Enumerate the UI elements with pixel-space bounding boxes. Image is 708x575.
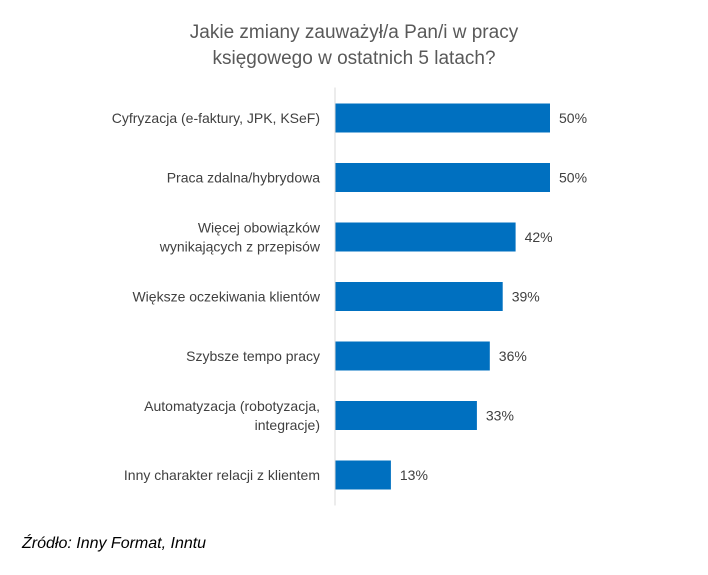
bar bbox=[335, 401, 477, 430]
category-label: Automatyzacja (robotyzacja, integracje) bbox=[144, 398, 320, 433]
bar bbox=[335, 282, 503, 311]
category-label: Więcej obowiązków wynikających z przepisó… bbox=[159, 220, 321, 255]
chart-title: Jakie zmiany zauważył/a Pan/i w pracy ks… bbox=[0, 20, 708, 72]
bar bbox=[335, 341, 490, 371]
bar bbox=[335, 460, 391, 490]
bar bbox=[335, 222, 516, 252]
category-label: Praca zdalna/hybrydowa bbox=[167, 170, 321, 186]
data-label: 42% bbox=[525, 229, 553, 245]
data-label: 50% bbox=[559, 110, 587, 126]
data-label: 36% bbox=[499, 348, 527, 364]
category-label: Szybsze tempo pracy bbox=[186, 348, 320, 364]
category-label: Większe oczekiwania klientów bbox=[132, 289, 320, 305]
source-note: Źródło: Inny Format, Inntu bbox=[22, 535, 207, 552]
category-label: Inny charakter relacji z klientem bbox=[124, 467, 320, 483]
chart-title-line-2: księgowego w ostatnich 5 latach? bbox=[212, 48, 496, 69]
category-label: Cyfryzacja (e-faktury, JPK, KSeF) bbox=[112, 110, 320, 126]
bar bbox=[335, 103, 550, 133]
bar bbox=[335, 163, 550, 192]
data-label: 13% bbox=[400, 467, 428, 483]
data-label: 50% bbox=[559, 170, 587, 186]
data-label: 33% bbox=[486, 408, 514, 424]
chart-title-line-1: Jakie zmiany zauważył/a Pan/i w pracy bbox=[189, 22, 519, 43]
data-label: 39% bbox=[512, 289, 540, 305]
